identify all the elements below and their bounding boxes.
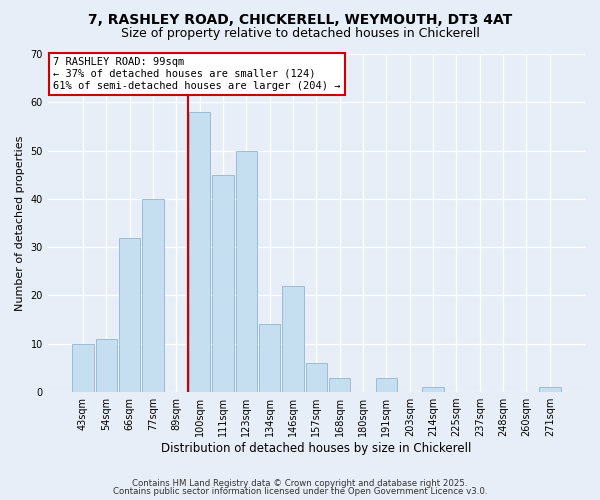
- Text: Size of property relative to detached houses in Chickerell: Size of property relative to detached ho…: [121, 28, 479, 40]
- Bar: [539, 388, 560, 392]
- Bar: [376, 378, 397, 392]
- X-axis label: Distribution of detached houses by size in Chickerell: Distribution of detached houses by size …: [161, 442, 472, 455]
- Bar: [72, 344, 94, 392]
- Text: Contains HM Land Registry data © Crown copyright and database right 2025.: Contains HM Land Registry data © Crown c…: [132, 478, 468, 488]
- Bar: [236, 150, 257, 392]
- Bar: [329, 378, 350, 392]
- Bar: [119, 238, 140, 392]
- Bar: [305, 363, 327, 392]
- Bar: [95, 339, 117, 392]
- Bar: [142, 199, 164, 392]
- Bar: [212, 174, 234, 392]
- Bar: [283, 286, 304, 392]
- Y-axis label: Number of detached properties: Number of detached properties: [15, 136, 25, 310]
- Bar: [422, 388, 444, 392]
- Bar: [259, 324, 280, 392]
- Text: 7 RASHLEY ROAD: 99sqm
← 37% of detached houses are smaller (124)
61% of semi-det: 7 RASHLEY ROAD: 99sqm ← 37% of detached …: [53, 58, 341, 90]
- Text: Contains public sector information licensed under the Open Government Licence v3: Contains public sector information licen…: [113, 487, 487, 496]
- Text: 7, RASHLEY ROAD, CHICKERELL, WEYMOUTH, DT3 4AT: 7, RASHLEY ROAD, CHICKERELL, WEYMOUTH, D…: [88, 12, 512, 26]
- Bar: [189, 112, 211, 392]
